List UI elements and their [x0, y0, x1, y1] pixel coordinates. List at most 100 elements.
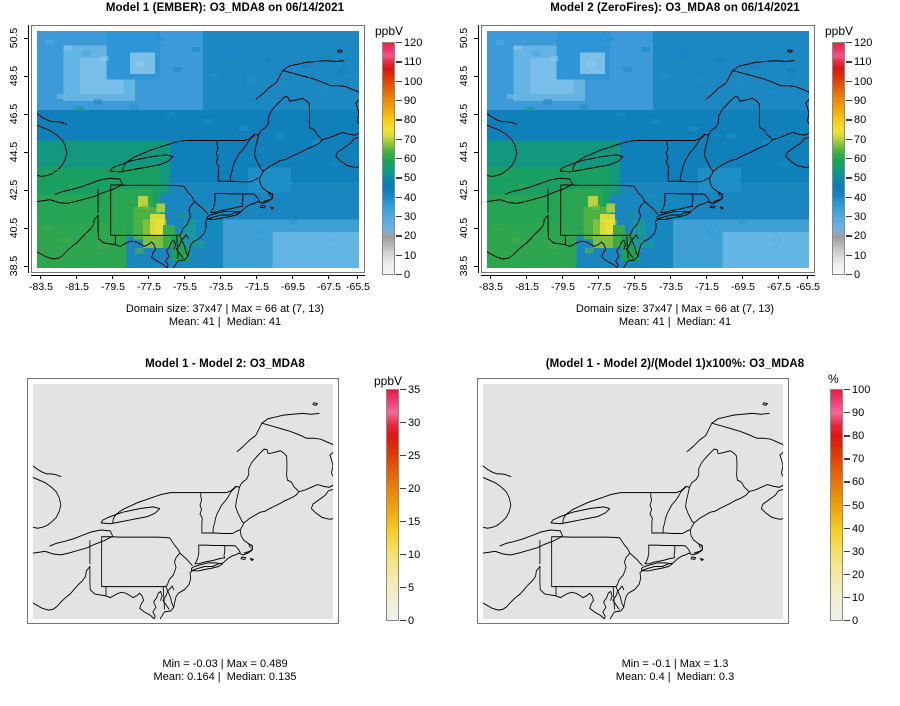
- raster-svg-model1: [37, 31, 359, 268]
- x-tick-label: -75.5: [173, 281, 197, 293]
- colorbar-tick-label: 20: [404, 230, 417, 243]
- caption-line-1: Domain size: 37x47 | Max = 66 at (7, 13): [575, 303, 775, 315]
- panel-title-model1: Model 1 (EMBER): O3_MDA8 on 06/14/2021: [105, 2, 345, 14]
- colorbar-tick-label: 60: [404, 153, 417, 165]
- y-tick-label: 48.5: [8, 65, 20, 87]
- y-tick-label: 40.5: [8, 217, 20, 239]
- plot-frame-model1: [31, 25, 365, 273]
- caption-model1: Domain size: 37x47 | Max = 66 at (7, 13)…: [0, 303, 450, 329]
- caption-difference: Min = -0.03 | Max = 0.489 Mean: 0.164 | …: [0, 658, 450, 684]
- colorbar-model2: ppbV 0 10 20 30: [820, 24, 898, 281]
- colorbar-tick-label: 70: [404, 133, 417, 146]
- colorbar-tick-label: 90: [852, 407, 865, 420]
- colorbar-gradient: [386, 389, 399, 621]
- colorbar-model1: ppbV 0 10 20 30: [370, 24, 448, 281]
- panel-model1: Model 1 (EMBER): O3_MDA8 on 06/14/2021: [0, 0, 450, 340]
- colorbar-tick-label: 20: [854, 230, 867, 243]
- y-tick-label: 40.5: [458, 217, 470, 239]
- colorbar-tick-label: 0: [404, 269, 411, 281]
- panel-title-percent-difference: (Model 1 - Model 2)/(Model 1)x100%: O3_M…: [545, 358, 805, 370]
- x-tick-label: -79.5: [101, 281, 125, 293]
- colorbar-tick-label: 5: [408, 582, 415, 594]
- y-tick-label: 42.5: [8, 179, 20, 201]
- caption-percent-difference: Min = -0.1 | Max = 1.3 Mean: 0.4 | Media…: [450, 658, 900, 684]
- y-tick-label: 38.5: [458, 255, 470, 277]
- raster-svg-model2: [487, 31, 809, 268]
- panel-title-model2: Model 2 (ZeroFires): O3_MDA8 on 06/14/20…: [550, 2, 800, 14]
- colorbar-tick-label: 10: [408, 549, 421, 561]
- colorbar-tick-label: 70: [852, 453, 865, 466]
- colorbar-tick-label: 110: [854, 56, 872, 69]
- y-tick-label: 48.5: [458, 65, 470, 87]
- x-tick-label: -81.5: [515, 281, 539, 293]
- colorbar-tick-label: 30: [852, 545, 865, 558]
- colorbar-tick-label: 0: [852, 615, 859, 627]
- colorbar-unit-label: ppbV: [375, 24, 404, 38]
- colorbar-tick-label: 15: [408, 516, 421, 528]
- colorbar-difference: ppbV 0 5 10 15 20 25 30 35: [372, 374, 450, 627]
- plot-frame-percent-difference: [477, 378, 789, 624]
- colorbar-tick-label: 50: [854, 172, 867, 185]
- x-tick-label: -77.5: [137, 281, 161, 293]
- colorbar-tick-label: 35: [408, 384, 421, 396]
- colorbar-tick-label: 10: [854, 249, 867, 262]
- colorbar-tick-label: 10: [404, 249, 417, 262]
- panel-difference: Model 1 - Model 2: O3_MDA8 Min = -0.03 |…: [0, 350, 450, 706]
- colorbar-tick-label: 30: [404, 211, 417, 223]
- colorbar-tick-label: 20: [852, 568, 865, 581]
- x-tick-label: -81.5: [65, 281, 89, 293]
- colorbar-gradient: [382, 42, 395, 275]
- raster-model1: [37, 31, 359, 268]
- colorbar-tick-label: 90: [854, 95, 867, 107]
- raster-svg-percent-difference: [483, 384, 783, 619]
- x-axis-line-model1: [31, 275, 365, 277]
- x-tick-label: -67.5: [767, 281, 791, 293]
- colorbar-tick-label: 90: [404, 95, 417, 107]
- colorbar-tick-label: 100: [404, 75, 423, 88]
- colorbar-unit-label: ppbV: [374, 374, 403, 388]
- colorbar-tick-label: 60: [854, 153, 867, 165]
- colorbar-tick-label: 25: [408, 450, 421, 462]
- x-tick-label: -73.5: [659, 281, 683, 293]
- y-tick-label: 46.5: [8, 103, 20, 125]
- x-tick-label: -79.5: [551, 281, 575, 293]
- x-tick-label: -83.5: [479, 281, 503, 293]
- raster-percent-difference: [483, 384, 783, 619]
- colorbar-tick-label: 100: [854, 75, 873, 88]
- x-tick-label: -71.5: [245, 281, 269, 293]
- colorbar-unit-label: %: [828, 372, 839, 386]
- y-axis-line-model2: [478, 25, 480, 273]
- colorbar-tick-label: 50: [404, 172, 417, 185]
- colorbar-tick-label: 110: [404, 56, 422, 69]
- colorbar-tick-label: 40: [404, 191, 417, 204]
- caption-line-2: Mean: 0.4 | Median: 0.3: [615, 671, 735, 683]
- x-tick-label: -83.5: [29, 281, 53, 293]
- x-tick-label: -77.5: [587, 281, 611, 293]
- colorbar-tick-label: 30: [854, 211, 867, 223]
- caption-line-1: Min = -0.1 | Max = 1.3: [621, 658, 729, 670]
- colorbar-tick-label: 70: [854, 133, 867, 146]
- caption-line-1: Domain size: 37x47 | Max = 66 at (7, 13): [125, 303, 325, 315]
- colorbar-tick-label: 120: [854, 37, 873, 49]
- plot-frame-model2: [481, 25, 815, 273]
- raster-model2: [487, 31, 809, 268]
- x-tick-label: -69.5: [731, 281, 755, 293]
- colorbar-tick-label: 80: [854, 114, 867, 127]
- x-tick-label: -65.5: [796, 281, 820, 293]
- colorbar-tick-label: 40: [854, 191, 867, 204]
- y-axis-line-model1: [28, 25, 30, 273]
- panel-title-difference: Model 1 - Model 2: O3_MDA8: [145, 358, 305, 370]
- colorbar-tick-label: 80: [404, 114, 417, 127]
- x-tick-label: -75.5: [623, 281, 647, 293]
- colorbar-tick-label: 30: [408, 417, 421, 429]
- colorbar-tick-label: 100: [852, 384, 871, 396]
- colorbar-tick-label: 20: [408, 483, 421, 495]
- panel-percent-difference: (Model 1 - Model 2)/(Model 1)x100%: O3_M…: [450, 350, 900, 706]
- x-tick-label: -73.5: [209, 281, 233, 293]
- x-axis-line-model2: [481, 275, 815, 277]
- colorbar-unit-label: ppbV: [825, 24, 854, 38]
- y-tick-label: 38.5: [8, 255, 20, 277]
- y-tick-label: 44.5: [458, 141, 470, 163]
- x-tick-label: -67.5: [317, 281, 341, 293]
